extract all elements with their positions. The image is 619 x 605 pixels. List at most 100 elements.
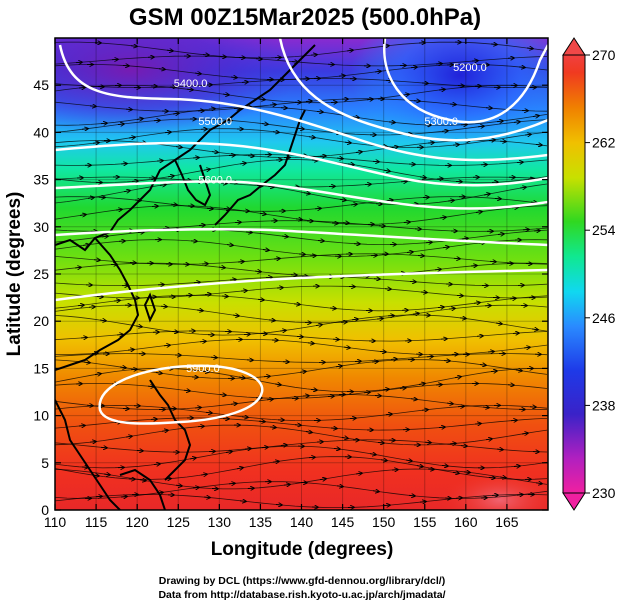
- wind-arrow: [241, 417, 248, 418]
- wind-arrow: [374, 71, 381, 72]
- y-tick-label: 40: [33, 124, 49, 140]
- wind-arrow: [384, 289, 391, 290]
- wind-arrow: [298, 254, 305, 255]
- x-tick-label: 115: [85, 514, 108, 530]
- wind-arrow: [158, 69, 165, 70]
- x-tick-label: 165: [495, 514, 519, 530]
- wind-arrow: [281, 236, 288, 237]
- wind-arrow: [347, 164, 354, 165]
- y-tick-label: 30: [33, 219, 49, 235]
- wind-arrow: [192, 487, 199, 488]
- wind-arrow: [244, 449, 251, 450]
- wind-arrow: [372, 161, 379, 162]
- wind-arrow: [442, 247, 449, 248]
- wind-arrow: [336, 486, 343, 487]
- wind-arrow: [263, 376, 270, 377]
- wind-arrow: [296, 336, 303, 337]
- wind-arrow: [100, 123, 107, 124]
- x-tick-label: 130: [208, 514, 232, 530]
- wind-arrow: [269, 427, 276, 428]
- y-tick-label: 35: [33, 172, 49, 188]
- wind-arrow: [327, 396, 334, 397]
- contour-label: 5600.0: [198, 174, 232, 186]
- wind-arrow: [78, 425, 85, 426]
- wind-arrow: [527, 179, 534, 180]
- wind-arrow: [535, 144, 542, 145]
- wind-arrow: [200, 474, 207, 475]
- wind-arrow: [440, 339, 447, 340]
- wind-arrow: [473, 303, 480, 304]
- wind-arrow: [122, 65, 129, 66]
- wind-arrow: [410, 67, 417, 68]
- wind-arrow: [232, 315, 239, 316]
- colorbar-bottom-triangle: [562, 492, 586, 511]
- wind-arrow: [229, 280, 236, 281]
- wind-arrow: [483, 194, 490, 195]
- wind-arrow: [410, 399, 417, 400]
- coast-taiwan: [143, 292, 157, 323]
- x-tick-label: 155: [413, 514, 437, 530]
- contour-5800: [55, 268, 548, 302]
- wind-arrow: [78, 87, 85, 88]
- wind-arrow: [230, 404, 237, 405]
- wind-arrow: [366, 99, 373, 100]
- wind-arrow: [378, 226, 385, 227]
- wind-arrow: [255, 59, 262, 60]
- y-tick-label: 20: [33, 313, 49, 329]
- wind-arrow: [459, 318, 466, 319]
- wind-arrow: [257, 299, 264, 300]
- wind-arrow: [247, 156, 254, 157]
- contour-labels: 5400.0 5500.0 5600.0 5300.0 5200.0 5900.0: [174, 62, 487, 375]
- wind-arrow: [471, 61, 478, 62]
- wind-arrow: [523, 347, 530, 348]
- wind-arrow: [77, 305, 84, 306]
- wind-arrow: [319, 156, 326, 157]
- y-tick-label: 10: [33, 408, 49, 424]
- wind-arrow: [274, 384, 281, 385]
- wind-arrow: [434, 269, 441, 270]
- wind-arrow: [438, 427, 445, 428]
- colorbar-gradient: [562, 54, 586, 494]
- wind-arrow: [307, 343, 314, 344]
- wind-arrow: [202, 55, 209, 56]
- wind-arrow: [524, 134, 531, 135]
- wind-arrow: [342, 223, 349, 224]
- wind-arrow: [125, 436, 132, 437]
- wind-arrow: [161, 430, 168, 431]
- wind-arrow: [402, 94, 409, 95]
- wind-arrow: [488, 478, 495, 479]
- wind-arrow: [305, 432, 312, 433]
- wind-arrow: [193, 282, 200, 283]
- wind-arrow: [409, 281, 416, 282]
- y-tick-label: 15: [33, 360, 49, 376]
- wind-arrow: [355, 152, 362, 153]
- wind-arrow: [205, 412, 212, 413]
- wind-arrow: [482, 407, 489, 408]
- wind-arrow: [153, 464, 160, 465]
- wind-arrow: [438, 89, 445, 90]
- wind-arrow: [399, 388, 406, 389]
- wind-arrow: [175, 485, 182, 486]
- wind-arrow: [240, 291, 247, 292]
- wind-arrow: [218, 267, 225, 268]
- x-tick-label: 145: [331, 514, 355, 530]
- streamline: [55, 128, 548, 148]
- wind-arrow: [531, 329, 538, 330]
- wind-arrow: [518, 67, 525, 68]
- wind-arrow: [419, 502, 426, 503]
- wind-arrow: [376, 318, 383, 319]
- wind-arrow: [479, 365, 486, 366]
- contour-5500: [55, 141, 548, 187]
- streamline: [55, 55, 548, 67]
- wind-arrow: [241, 82, 248, 83]
- wind-arrow: [94, 374, 101, 375]
- wind-arrow: [239, 501, 246, 502]
- wind-arrow: [204, 294, 211, 295]
- wind-arrow: [452, 145, 459, 146]
- wind-arrow: [238, 377, 245, 378]
- wind-arrow: [80, 337, 87, 338]
- wind-arrow: [239, 163, 246, 164]
- wind-arrow: [167, 176, 174, 177]
- wind-arrow: [160, 306, 167, 307]
